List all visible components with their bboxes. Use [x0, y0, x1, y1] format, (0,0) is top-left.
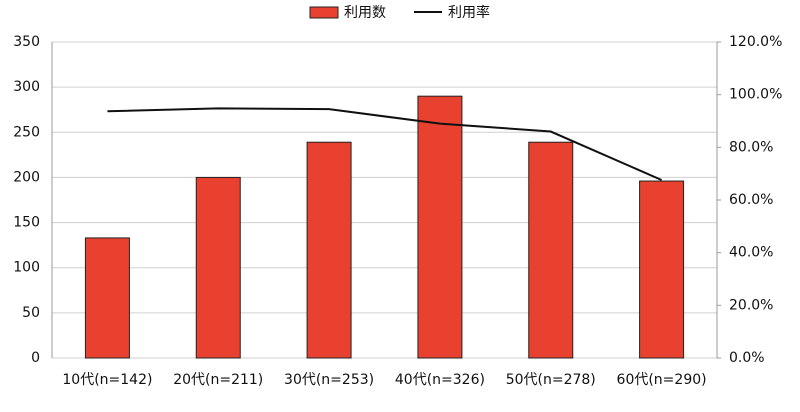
- y2-tick-label: 80.0%: [729, 139, 773, 155]
- y-tick-label: 50: [22, 305, 40, 321]
- legend-label: 利用数: [344, 5, 386, 21]
- y-tick-label: 250: [13, 124, 40, 140]
- y-tick-label: 300: [13, 79, 40, 95]
- y2-tick-label: 20.0%: [729, 297, 773, 313]
- y2-tick-label: 40.0%: [729, 245, 773, 261]
- y-tick-label: 200: [13, 169, 40, 185]
- bar: [84, 237, 130, 359]
- bar: [306, 141, 352, 359]
- x-tick-label: 10代(n=142): [62, 372, 152, 388]
- y-tick-label: 350: [13, 34, 40, 50]
- bar: [528, 141, 574, 359]
- x-tick-label: 30代(n=253): [284, 372, 374, 388]
- bar: [195, 176, 241, 359]
- x-tick-label: 60代(n=290): [617, 372, 707, 388]
- bar: [417, 95, 463, 359]
- y2-tick-label: 120.0%: [729, 34, 782, 50]
- x-tick-label: 20代(n=211): [173, 372, 263, 388]
- bar: [639, 180, 685, 359]
- y-tick-label: 100: [13, 260, 40, 276]
- y2-tick-label: 60.0%: [729, 192, 773, 208]
- y2-tick-label: 100.0%: [729, 87, 782, 103]
- x-tick-label: 40代(n=326): [395, 372, 485, 388]
- y2-tick-label: 0.0%: [729, 350, 765, 366]
- y-tick-label: 150: [13, 215, 40, 231]
- y-tick-label: 0: [31, 350, 40, 366]
- legend-swatch: [309, 6, 339, 19]
- line: [107, 107, 662, 181]
- x-tick-label: 50代(n=278): [506, 372, 596, 388]
- legend-label: 利用率: [448, 4, 490, 21]
